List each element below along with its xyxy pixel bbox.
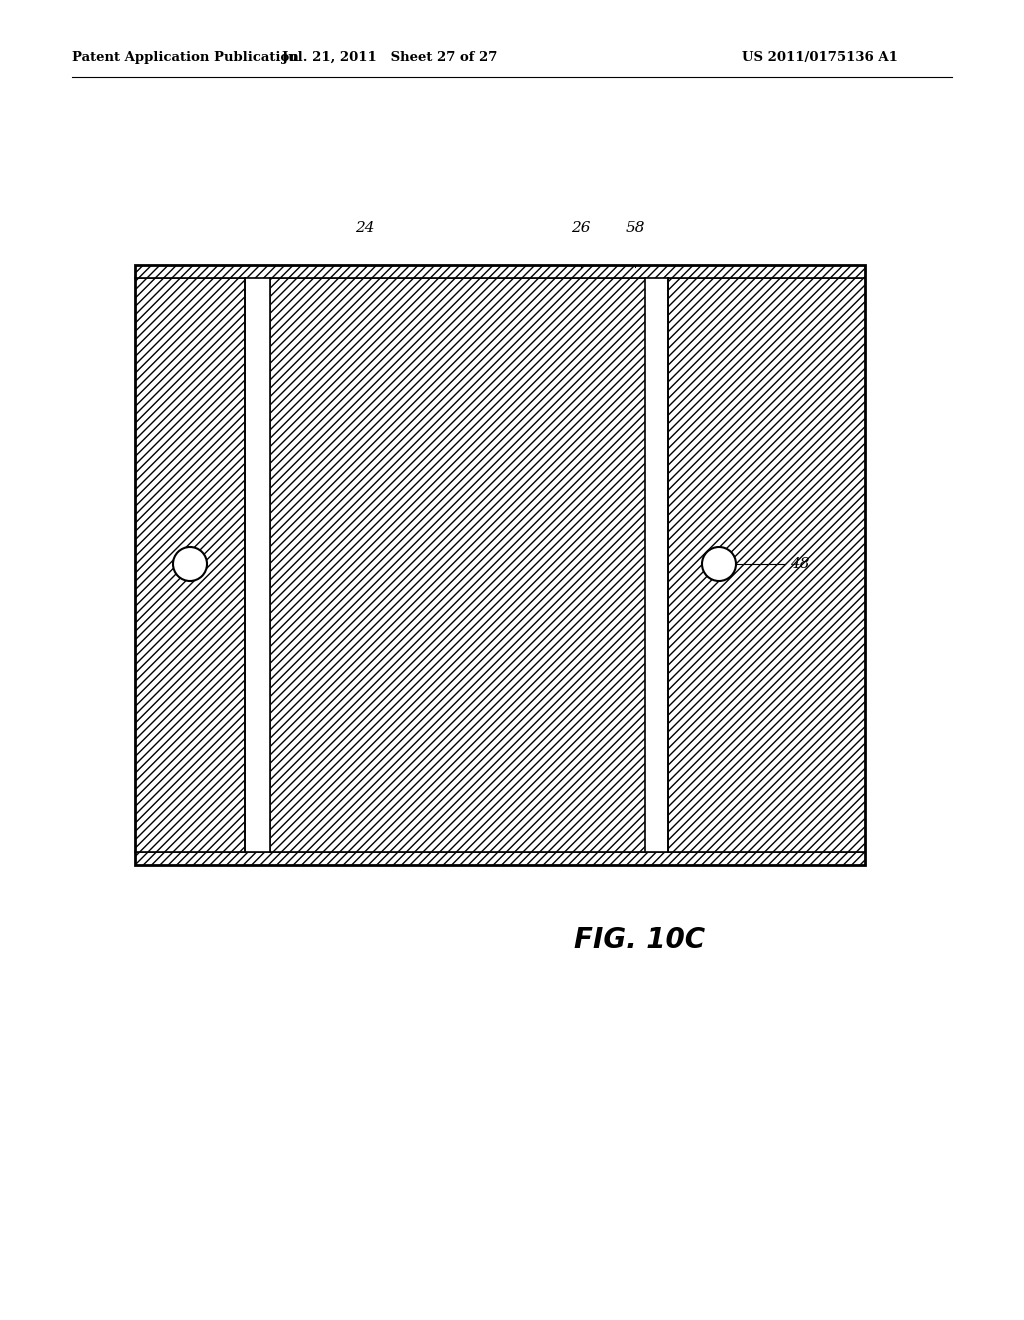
Text: 26: 26 <box>571 220 591 235</box>
Text: Patent Application Publication: Patent Application Publication <box>72 51 299 63</box>
Text: FIG. 10C: FIG. 10C <box>574 927 706 954</box>
Text: 58: 58 <box>626 220 645 235</box>
Text: 24: 24 <box>355 220 375 235</box>
Bar <box>135 265 865 279</box>
Text: 48: 48 <box>790 557 810 572</box>
Bar <box>135 851 865 865</box>
Bar <box>668 279 865 851</box>
Text: Jul. 21, 2011   Sheet 27 of 27: Jul. 21, 2011 Sheet 27 of 27 <box>283 51 498 63</box>
Bar <box>645 279 668 851</box>
Bar <box>245 279 270 851</box>
Bar <box>135 265 865 865</box>
Ellipse shape <box>702 546 736 581</box>
Bar <box>135 279 245 851</box>
Bar <box>270 279 645 851</box>
Text: US 2011/0175136 A1: US 2011/0175136 A1 <box>742 51 898 63</box>
Ellipse shape <box>173 546 207 581</box>
